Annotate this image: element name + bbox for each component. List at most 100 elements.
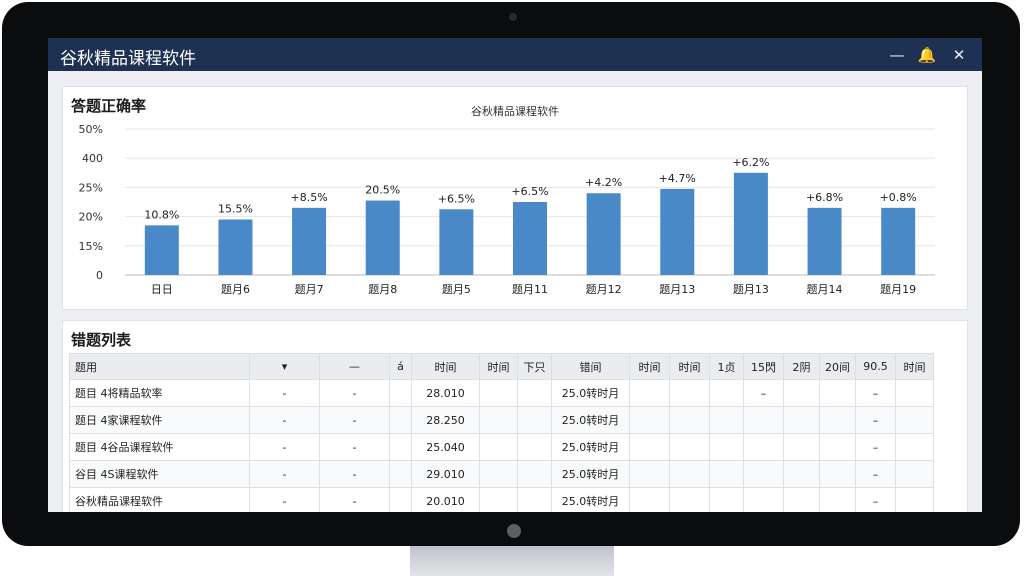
table-cell: –	[855, 460, 896, 488]
table-cell	[517, 487, 552, 512]
data-label: +8.5%	[291, 191, 328, 204]
list-panel-title: 错题列表	[71, 331, 132, 349]
table-cell	[517, 406, 552, 434]
table-cell	[629, 379, 670, 407]
table-cell	[669, 487, 710, 512]
table-cell	[479, 433, 518, 461]
x-tick-label: 题月13	[659, 283, 695, 296]
table-cell	[669, 433, 710, 461]
column-header[interactable]: 题用	[69, 353, 250, 380]
wrong-questions-panel: 错题列表 题用 ▾ — á 时间 时间 下只 错间 时间 时间 1贞 15閃 2阴 20间 90.5 时间 题…	[62, 320, 968, 512]
table-row[interactable]: 谷目 4S课程软件 - -29.010 25.0转时月 –	[69, 460, 934, 488]
table-row[interactable]: 谷秋精品课程软件 - -20.010 25.0转时月 –	[69, 487, 934, 512]
table-cell: 题目 4将精品软率	[69, 379, 250, 407]
column-header[interactable]: —	[319, 353, 390, 380]
column-header[interactable]: 时间	[669, 353, 710, 380]
column-header[interactable]: 2阴	[783, 353, 820, 380]
chart-bar	[439, 209, 474, 275]
chart-bar	[660, 188, 695, 275]
table-cell	[669, 406, 710, 434]
table-cell: 25.0转时月	[551, 460, 630, 488]
table-cell	[629, 487, 670, 512]
table-cell	[389, 460, 412, 488]
table-cell: -	[319, 379, 390, 407]
table-cell	[895, 487, 934, 512]
y-tick-label: 50%	[79, 123, 103, 136]
column-header[interactable]: 时间	[411, 353, 480, 380]
data-label: +0.8%	[880, 191, 917, 204]
column-header[interactable]: 时间	[629, 353, 670, 380]
column-header[interactable]: 20间	[819, 353, 856, 380]
x-tick-label: 题月5	[442, 283, 471, 296]
table-cell	[629, 406, 670, 434]
table-cell	[479, 487, 518, 512]
table-cell: –	[855, 487, 896, 512]
column-header[interactable]: 下只	[517, 353, 552, 380]
table-cell	[517, 460, 552, 488]
table-cell: 28.250	[411, 406, 480, 434]
table-cell	[895, 406, 934, 434]
column-header[interactable]: 错间	[551, 353, 630, 380]
table-header-row: 题用 ▾ — á 时间 时间 下只 错间 时间 时间 1贞 15閃 2阴 20间 90.5 时间	[69, 353, 934, 380]
table-cell: -	[319, 433, 390, 461]
table-cell	[783, 406, 820, 434]
x-tick-label: 题月11	[512, 283, 548, 296]
table-cell	[629, 433, 670, 461]
chart-bar	[513, 202, 547, 275]
table-cell	[517, 433, 552, 461]
table-cell: 25.0转时月	[551, 406, 630, 434]
table-cell	[743, 460, 784, 488]
table-cell: -	[319, 460, 390, 488]
table-cell: 25.0转时月	[551, 433, 630, 461]
chart-bar	[881, 207, 916, 275]
table-cell	[895, 460, 934, 488]
column-header[interactable]: ▾	[249, 353, 320, 380]
close-icon[interactable]: ✕	[952, 46, 966, 64]
table-cell	[629, 460, 670, 488]
column-header[interactable]: 15閃	[743, 353, 784, 380]
chart-bar	[218, 219, 253, 275]
column-header[interactable]: 时间	[479, 353, 518, 380]
y-tick-label: 25%	[79, 181, 103, 194]
y-tick-label: 15%	[79, 240, 103, 253]
data-label: +4.2%	[585, 176, 622, 189]
table-cell	[783, 460, 820, 488]
minimize-icon[interactable]: —	[889, 46, 905, 64]
table-cell: 28.010	[411, 379, 480, 407]
table-cell	[709, 487, 744, 512]
table-cell: -	[249, 487, 320, 512]
table-cell: –	[743, 379, 784, 407]
table-cell	[479, 406, 518, 434]
table-cell	[479, 460, 518, 488]
chart-bar	[807, 207, 842, 275]
table-row[interactable]: 题目 4谷品课程软件 - -25.040 25.0转时月 –	[69, 433, 934, 461]
x-tick-label: 题月12	[586, 283, 622, 296]
monitor-stand	[410, 546, 614, 576]
table-cell: –	[855, 433, 896, 461]
table-cell: 25.0转时月	[551, 487, 630, 512]
table-cell: 谷目 4S课程软件	[69, 460, 250, 488]
table-cell	[895, 379, 934, 407]
table-cell	[819, 487, 856, 512]
x-tick-label: 日日	[151, 283, 173, 296]
table-cell	[783, 433, 820, 461]
bell-icon[interactable]: 🔔	[917, 46, 937, 64]
table-row[interactable]: 题日 4家课程软件 - -28.250 25.0转时月 –	[69, 406, 934, 434]
data-label: +6.2%	[732, 156, 769, 169]
table-cell: -	[249, 433, 320, 461]
table-cell	[743, 487, 784, 512]
table-cell	[517, 379, 552, 407]
table-cell: 29.010	[411, 460, 480, 488]
accuracy-chart-panel: 答题正确率 谷秋精品课程软件 50% 400 25% 20% 15% 0 10.8% 日日 15…	[62, 86, 968, 310]
table-cell	[389, 433, 412, 461]
table-cell: 谷秋精品课程软件	[69, 487, 250, 512]
column-header[interactable]: 时间	[895, 353, 934, 380]
column-header[interactable]: 1贞	[709, 353, 744, 380]
table-cell	[709, 433, 744, 461]
column-header[interactable]: 90.5	[855, 353, 896, 380]
table-cell	[783, 487, 820, 512]
x-tick-label: 题月8	[368, 283, 397, 296]
table-cell	[709, 406, 744, 434]
column-header[interactable]: á	[389, 353, 412, 380]
table-row[interactable]: 题目 4将精品软率 - -28.010 25.0转时月 – –	[69, 379, 934, 407]
